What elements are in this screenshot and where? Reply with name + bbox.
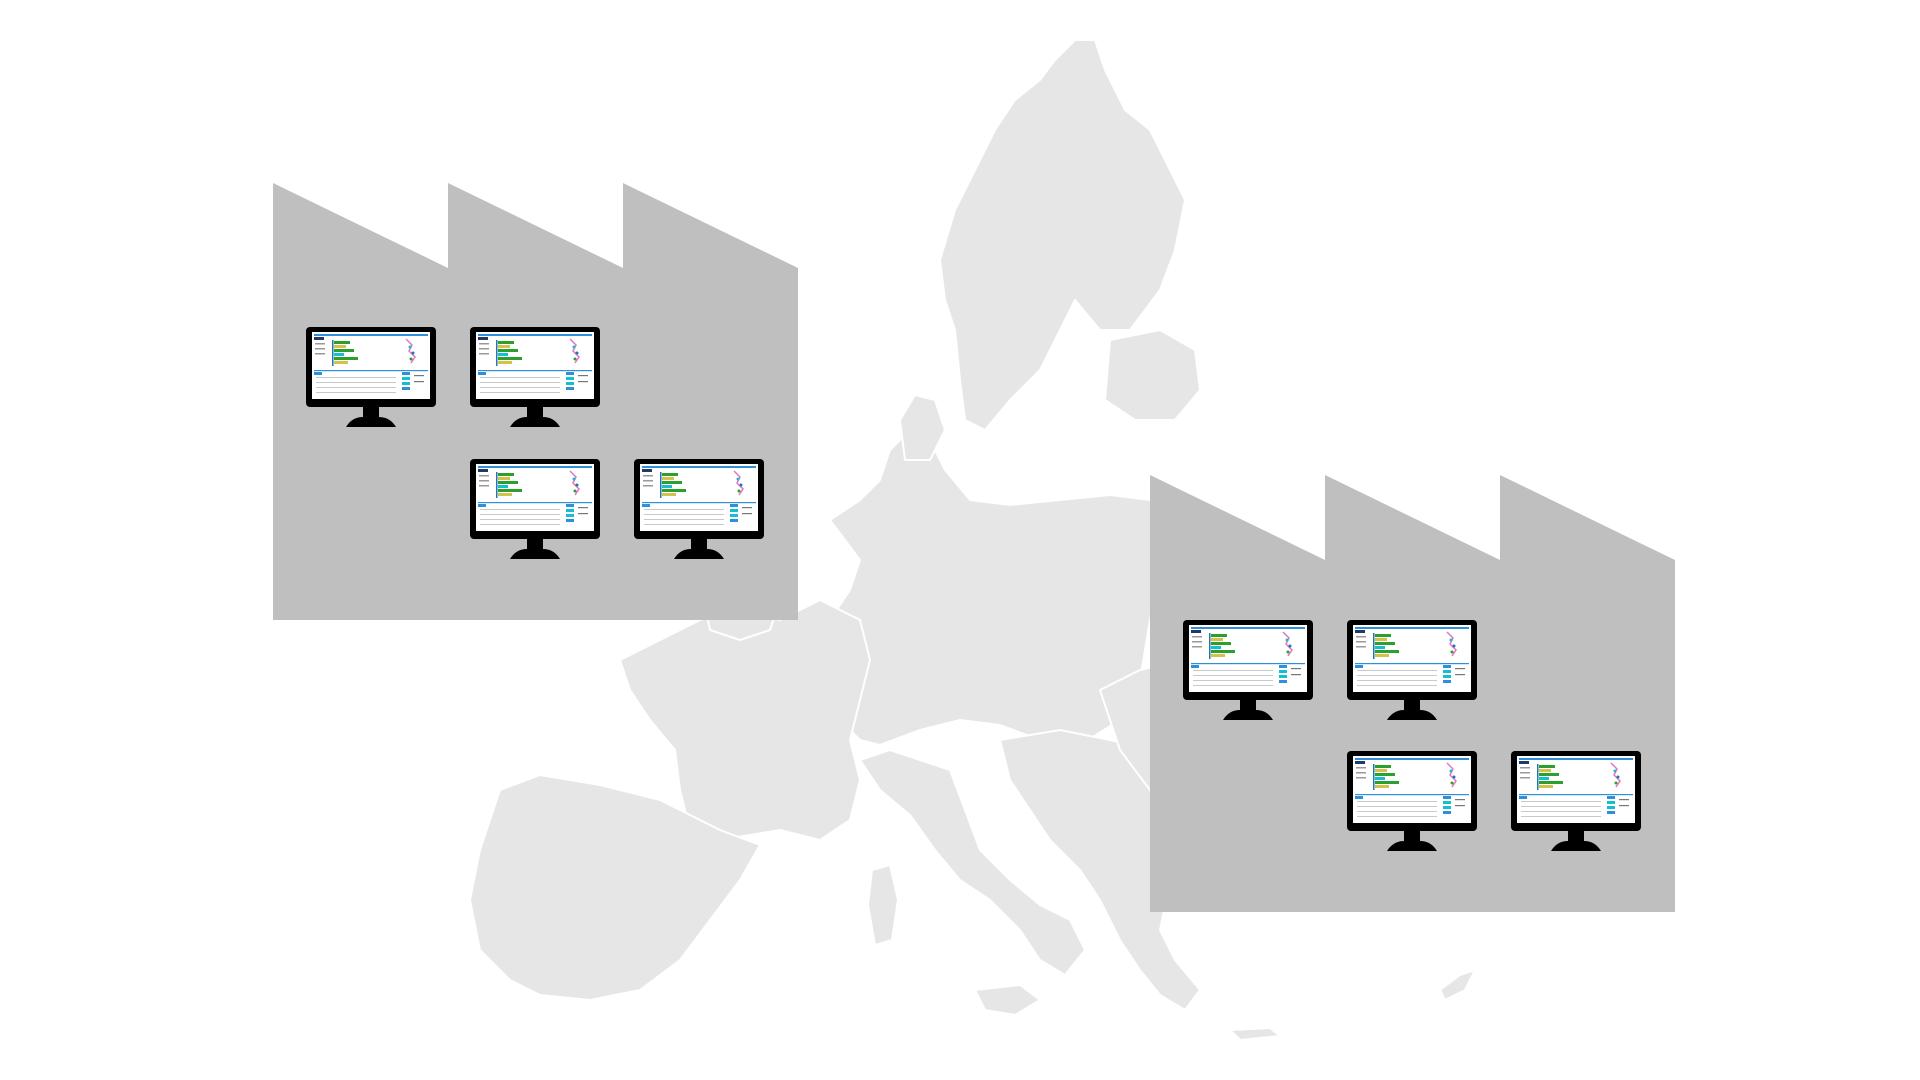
map-baltics [1104,329,1201,421]
factory-east [1150,475,1675,912]
map-sicily [974,984,1041,1016]
map-crete [1229,1027,1281,1041]
map-scandinavia [939,39,1186,431]
map-italy [859,749,1086,976]
factory-west [273,183,798,620]
map-france [619,599,871,841]
map-cyprus [1439,969,1476,1001]
map-denmark [899,394,946,461]
map-central-europe [819,429,1171,746]
map-sardinia [867,864,899,946]
map-iberia [469,774,761,1001]
europe-map [469,39,1476,1041]
